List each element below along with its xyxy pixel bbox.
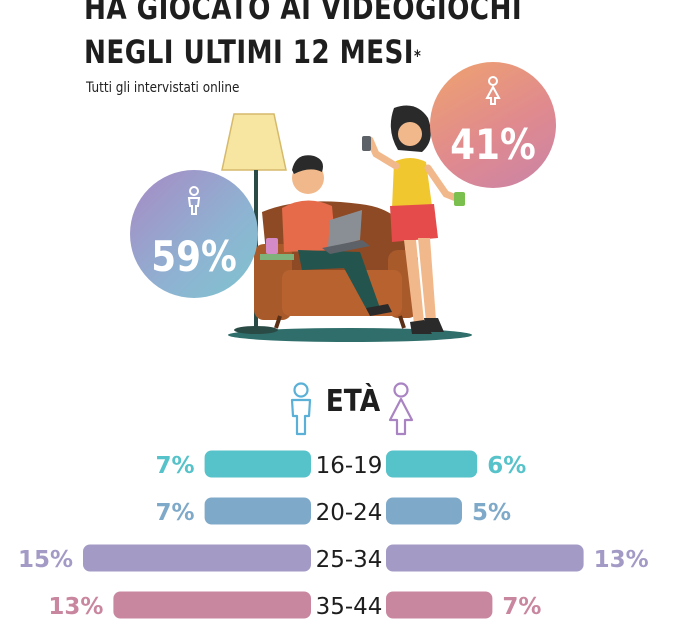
bar-right-20-24	[386, 497, 462, 525]
female-share-value: 41%	[450, 120, 536, 169]
value-label-left-20-24: 7%	[156, 500, 195, 526]
male-share-value: 59%	[151, 232, 237, 281]
bar-right-35-44	[386, 591, 493, 619]
bar-right-16-19	[386, 450, 478, 478]
illustration-couple	[221, 105, 472, 342]
bar-left-16-19	[204, 450, 311, 478]
male-icon	[187, 186, 201, 215]
bar-left-25-34	[83, 544, 311, 572]
bar-right-25-34	[386, 544, 584, 572]
value-label-right-25-34: 13%	[594, 547, 649, 573]
female-icon	[485, 76, 501, 105]
age-section-header: ETÀ	[282, 382, 422, 438]
chart-title: HA GIOCATO AI VIDEOGIOCHI NEGLI ULTIMI 1…	[84, 0, 522, 74]
value-label-right-16-19: 6%	[487, 453, 526, 479]
title-line-1: HA GIOCATO AI VIDEOGIOCHI	[84, 0, 523, 27]
female-share-bubble: 41%	[430, 62, 556, 188]
bar-left-35-44	[113, 591, 312, 619]
title-line-2: NEGLI ULTIMI 12 MESI	[84, 33, 414, 71]
male-share-bubble: 59%	[130, 170, 258, 298]
title-footnote-mark: *	[413, 46, 422, 65]
age-label-16-19: 16-19	[316, 453, 383, 479]
male-icon	[290, 382, 312, 436]
age-label-20-24: 20-24	[316, 500, 383, 526]
value-label-left-25-34: 15%	[18, 547, 73, 573]
chart-subtitle: Tutti gli intervistati online	[86, 80, 240, 96]
age-label-35-44: 35-44	[316, 594, 383, 620]
female-icon	[388, 382, 414, 436]
bar-left-20-24	[204, 497, 311, 525]
age-butterfly-chart: 16-19 7% 6% 20-24 7% 5% 25-34 15% 13% 35-44 13% 7%	[18, 450, 649, 620]
age-section-title: ETÀ	[325, 384, 381, 419]
value-label-right-20-24: 5%	[472, 500, 511, 526]
value-label-right-35-44: 7%	[502, 594, 541, 620]
value-label-left-16-19: 7%	[156, 453, 195, 479]
age-label-25-34: 25-34	[316, 547, 383, 573]
value-label-left-35-44: 13%	[48, 594, 103, 620]
